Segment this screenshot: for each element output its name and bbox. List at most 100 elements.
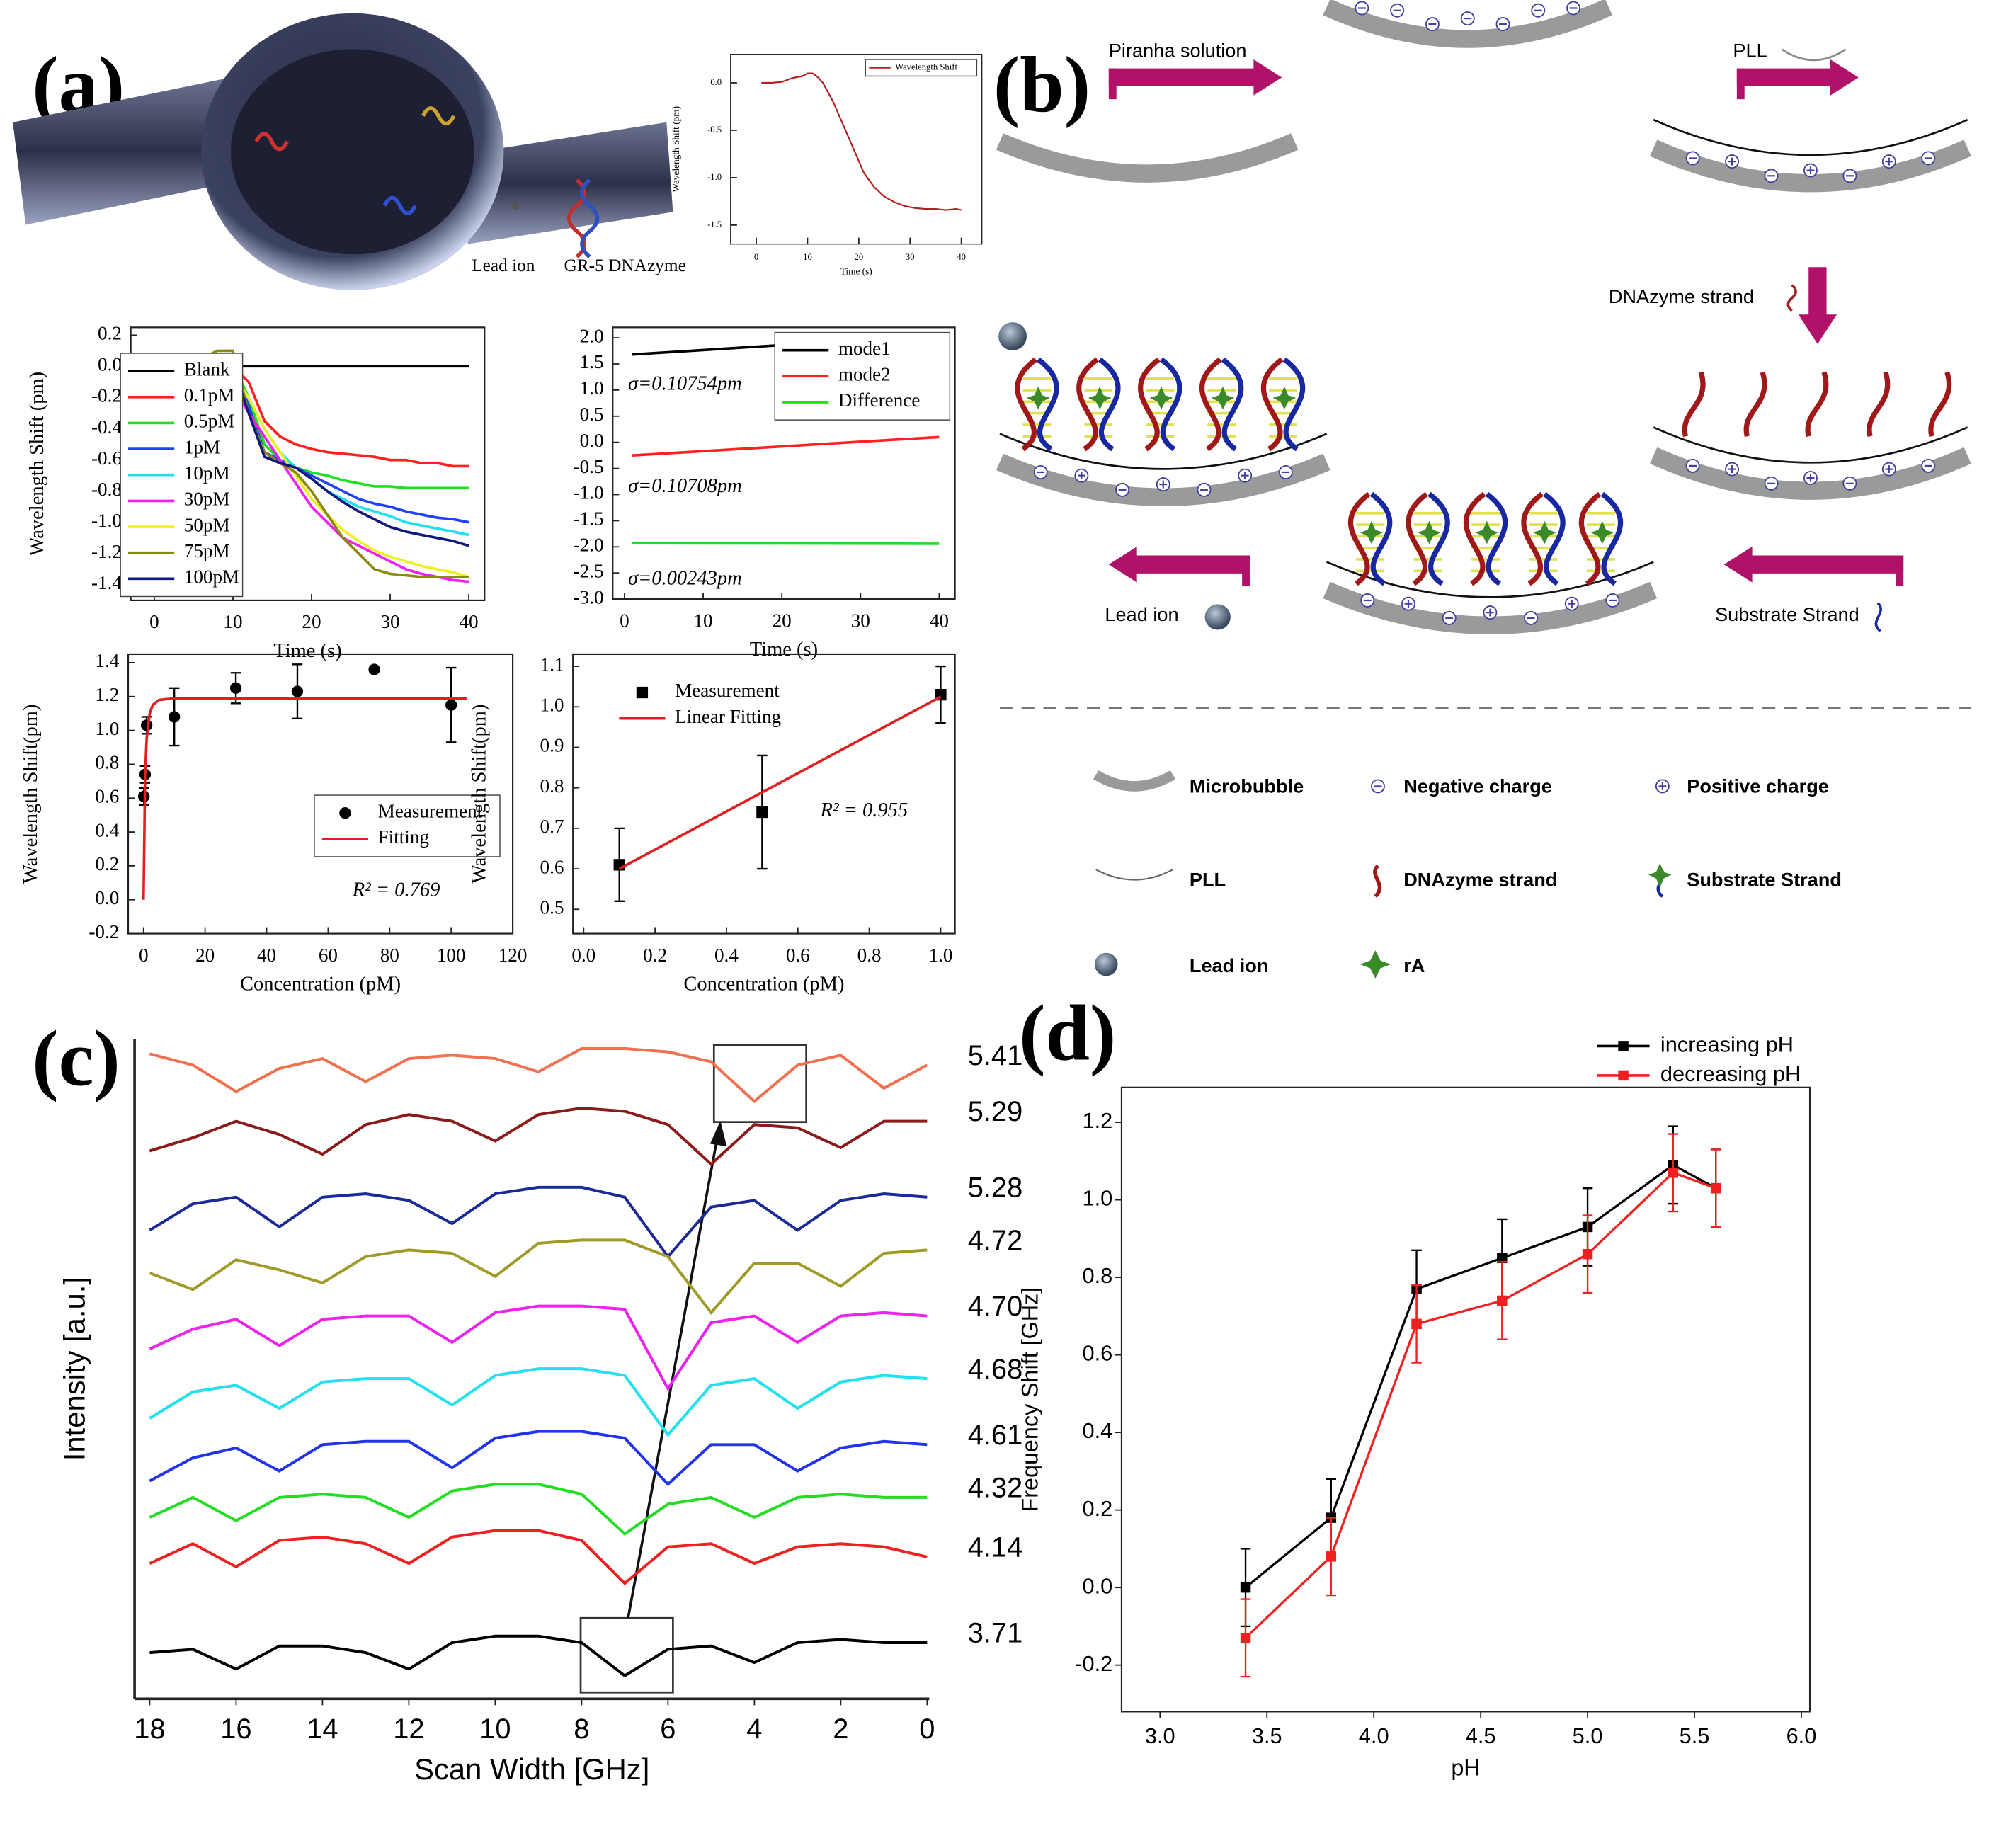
x-tick-label: 40 (957, 252, 966, 262)
x-tick-label: 10 (223, 611, 242, 632)
y-tick-label: -1.5 (707, 219, 722, 229)
legend-label: decreasing pH (1660, 1061, 1801, 1086)
x-tick-label: 0 (620, 610, 629, 631)
x-tick-label: 12 (393, 1713, 424, 1745)
substrate-icon (1874, 602, 1882, 632)
series-label: 3.71 (968, 1618, 1023, 1649)
dnazyme-strand (1743, 371, 1767, 438)
assembly-diagram: Piranha solution PLL DNAzyme strand Lead… (996, 0, 1981, 979)
capillary (461, 122, 673, 244)
marker (368, 663, 380, 675)
ra-star (1418, 520, 1441, 544)
ra-star (1026, 386, 1050, 410)
x-tick-label: 18 (134, 1713, 165, 1745)
y-tick-label: 0.6 (95, 785, 119, 806)
dnazyme-strand (1015, 357, 1037, 452)
dnazyme-strand (1521, 491, 1544, 586)
legend-swatch (339, 807, 351, 819)
plot-frame (1120, 1086, 1811, 1713)
legend-label: Lead ion (1190, 954, 1269, 976)
series-line (618, 695, 942, 870)
series-label: 5.28 (968, 1172, 1023, 1203)
lead-ion-icon (511, 201, 520, 210)
y-tick-label: 2.0 (580, 325, 604, 346)
y-tick-label: 0.2 (1082, 1496, 1112, 1521)
y-tick-label: 1.2 (95, 684, 119, 705)
dnazyme-strand (1805, 371, 1829, 438)
dna (254, 132, 289, 152)
marker (291, 685, 304, 697)
legend-label: 10pM (184, 462, 230, 484)
panel-label: (c) (32, 1015, 120, 1103)
y-tick-label: 1.0 (540, 695, 564, 716)
legend-icon (1093, 770, 1176, 792)
x-tick-label: 4 (746, 1713, 762, 1745)
microbubble-wall (1323, 581, 1658, 634)
bubble-interior (230, 49, 474, 255)
x-axis-label: Time (s) (840, 266, 872, 277)
y-tick-label: -0.2 (91, 385, 122, 406)
legend-label: Blank (184, 358, 230, 380)
ra-star (1272, 386, 1297, 410)
ra-star (1211, 386, 1235, 410)
series-line (149, 1185, 928, 1259)
plot-frame (572, 653, 956, 935)
x-tick-label: 0.6 (786, 945, 810, 966)
series-label: 4.72 (968, 1225, 1023, 1256)
x-tick-label: 0 (754, 252, 758, 262)
x-tick-label: 30 (851, 610, 870, 631)
y-tick-label: -3.0 (574, 586, 604, 608)
marker (1582, 1249, 1593, 1260)
y-tick-label: 0.9 (540, 735, 564, 756)
y-tick-label: -1.5 (574, 508, 604, 530)
x-tick-label: 20 (195, 945, 215, 966)
microbubble-wall (1650, 447, 1971, 500)
process-arrow (1736, 59, 1859, 96)
y-tick-label: -1.0 (91, 510, 122, 531)
legend-label: Fitting (378, 826, 430, 848)
illustration-label: GR-5 DNAzyme (564, 256, 685, 275)
process-arrow (1108, 546, 1250, 583)
legend-icon (1095, 869, 1173, 881)
annotation: σ=0.10708pm (628, 475, 742, 497)
legend-icon (1360, 950, 1391, 979)
y-tick-label: -0.8 (91, 479, 122, 500)
y-tick-label: 0.0 (95, 887, 119, 908)
marker (756, 806, 768, 819)
substrate-strand (1098, 357, 1121, 452)
substrate-strand (1485, 491, 1508, 586)
x-tick-label: 20 (855, 252, 864, 262)
illustration-label: Lead ion (472, 256, 535, 275)
y-tick-label: 0.8 (95, 752, 119, 773)
legend-label: mode2 (838, 364, 891, 385)
substrate-strand (1369, 491, 1393, 586)
annotation: R² = 0.769 (352, 879, 440, 901)
y-tick-label: 1.1 (540, 654, 564, 675)
legend-label: PLL (1190, 869, 1226, 891)
x-tick-label: 6 (660, 1713, 676, 1745)
x-tick-label: 16 (220, 1713, 251, 1745)
substrate-strand (1282, 357, 1306, 452)
x-tick-label: 0 (149, 611, 159, 632)
legend-icon (1648, 863, 1672, 888)
series-label: 4.14 (968, 1532, 1023, 1563)
legend-label: Measurement (675, 680, 780, 701)
series-line (1244, 1171, 1716, 1639)
series-label: 5.29 (968, 1096, 1023, 1127)
marker (1240, 1582, 1251, 1593)
series-line (142, 697, 467, 900)
series-line (149, 1304, 928, 1392)
x-tick-label: 0.8 (857, 945, 882, 966)
ra-star (1590, 520, 1614, 544)
dnazyme-strand (1199, 357, 1222, 452)
pll-layer (1653, 426, 1968, 464)
marker (229, 682, 242, 694)
process-arrow (1798, 267, 1837, 344)
x-tick-label: 5.0 (1573, 1723, 1603, 1748)
substrate-strand (1037, 357, 1059, 452)
dnazyme-strand (1348, 491, 1371, 586)
series-line (149, 1367, 928, 1437)
legend-frame (865, 59, 978, 77)
y-tick-label: -0.5 (707, 125, 722, 135)
